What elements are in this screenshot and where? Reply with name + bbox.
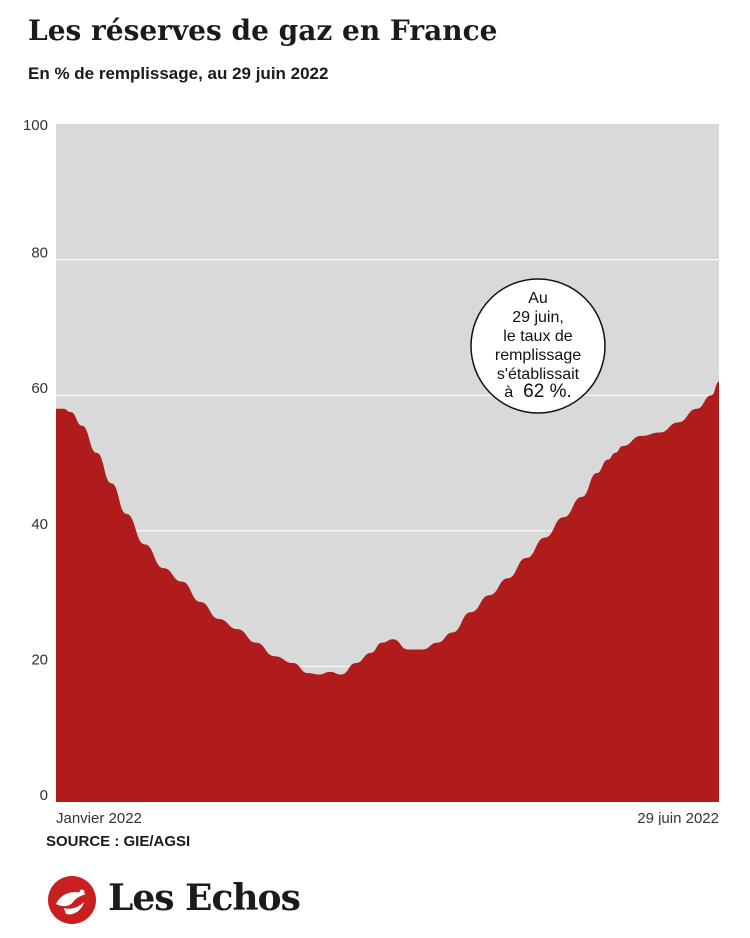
y-tick-label-40: 40 [31,516,48,533]
annotation-prefix: à [504,384,513,401]
source-note: SOURCE : GIE/AGSI [46,833,191,850]
reserves-area [56,381,719,802]
y-tick-label-60: 60 [31,380,48,397]
x-tick-label-0: Janvier 2022 [56,810,142,825]
annotation-line-4: remplissage [495,347,581,364]
les-echos-logo: Les Echos [46,874,301,926]
x-axis: Janvier 2022 29 juin 2022 [56,810,719,825]
y-axis: 0 20 40 60 80 100 [23,117,48,804]
annotation-line-6: à 62 %. [504,381,572,402]
y-tick-label-80: 80 [31,245,48,262]
annotation-line-1: Au [528,290,548,307]
annotation-line-3: le taux de [503,328,572,345]
y-tick-label-0: 0 [40,787,48,804]
echos-emblem-icon [48,876,96,924]
chart-subtitle: En % de remplissage, au 29 juin 2022 [28,64,329,83]
chart-title: Les réserves de gaz en France [28,14,498,47]
y-tick-label-100: 100 [23,117,48,134]
gas-reserves-chart: 0 20 40 60 80 100 Janvier 2022 29 juin 2022 Au… [23,117,719,825]
x-tick-label-1: 29 juin 2022 [637,810,719,825]
annotation-line-5: s'établissait [497,366,580,383]
annotation-line-2: 29 juin, [512,309,564,326]
annotation-circle [470,278,606,414]
y-tick-label-20: 20 [31,651,48,668]
annotation-value: 62 %. [523,381,572,402]
annotation-callout: Au 29 juin, le taux de remplissage s'éta… [470,278,606,414]
logo-wordmark: Les Echos [108,877,301,919]
